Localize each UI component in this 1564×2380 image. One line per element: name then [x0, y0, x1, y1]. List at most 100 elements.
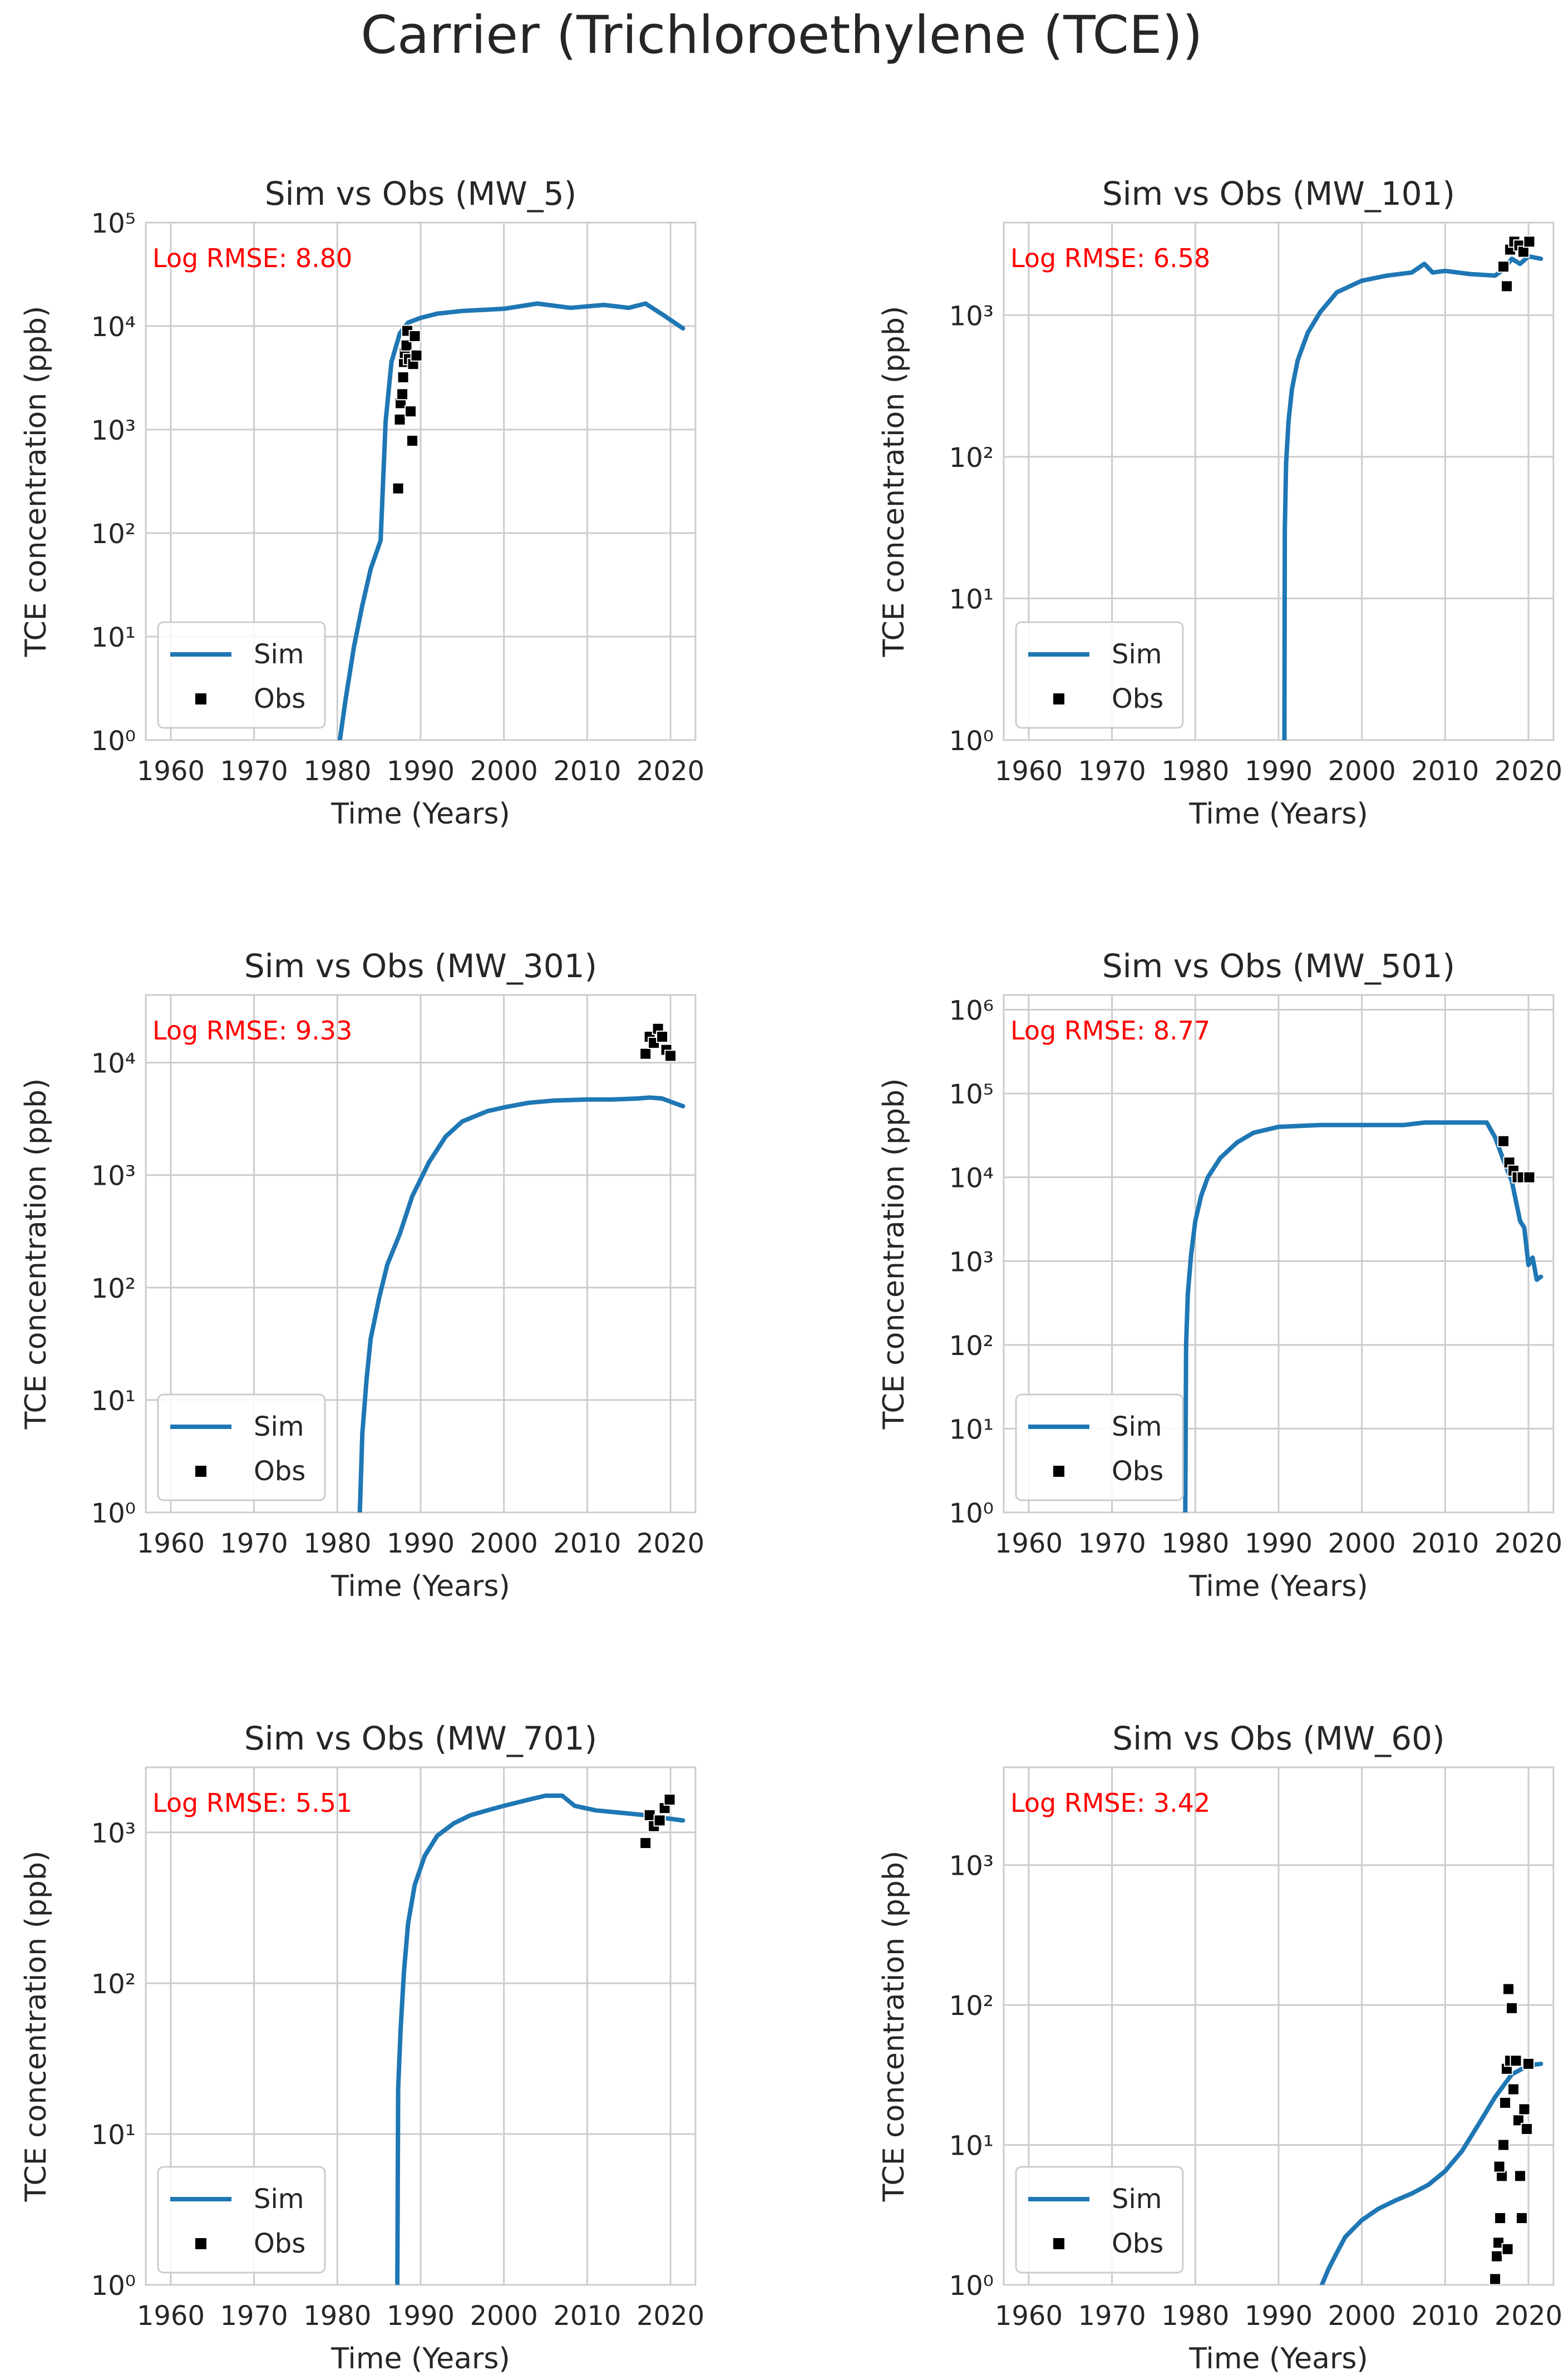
- x-tick-label: 2000: [470, 1528, 538, 1559]
- x-tick-label: 2020: [1494, 756, 1562, 787]
- y-axis-label: TCE concentration (ppb): [19, 1851, 53, 2202]
- x-tick-label: 1980: [1161, 2300, 1229, 2332]
- sim-line: [337, 301, 685, 740]
- plot-area: [1282, 235, 1543, 740]
- axes-frame: [1003, 994, 1555, 1514]
- y-tick-label: 10⁴: [91, 1048, 136, 1080]
- x-tick-label: 2000: [1328, 1528, 1396, 1559]
- y-tick-label: 10²: [949, 442, 994, 474]
- obs-point: [410, 349, 423, 362]
- obs-point: [1497, 2138, 1510, 2151]
- x-tick-label: 1990: [1245, 2300, 1313, 2332]
- x-tick-label: 1990: [387, 2300, 455, 2332]
- obs-point: [1491, 2250, 1503, 2263]
- sim-line: [1282, 254, 1543, 740]
- y-tick-label: 10⁵: [949, 1079, 994, 1110]
- x-tick-label: 1960: [137, 2300, 205, 2332]
- plot-area: [395, 1793, 685, 2285]
- rmse-annotation: Log RMSE: 8.80: [152, 243, 352, 273]
- rmse-annotation: Log RMSE: 9.33: [152, 1016, 352, 1046]
- axes-frame: [1003, 1766, 1555, 2286]
- obs-point: [1499, 2096, 1512, 2109]
- sim-line: [395, 1793, 685, 2285]
- obs-point: [1497, 260, 1510, 273]
- x-tick-label: 2010: [553, 756, 621, 787]
- x-tick-label: 2010: [553, 2300, 621, 2332]
- legend-obs-swatch: [195, 1466, 206, 1477]
- y-tick-label: 10³: [949, 300, 994, 332]
- legend-obs-label: Obs: [254, 683, 305, 715]
- legend-sim-label: Sim: [1112, 1411, 1162, 1442]
- x-tick-label: 2020: [637, 2300, 704, 2332]
- y-tick-label: 10⁰: [949, 726, 994, 757]
- x-tick-label: 2020: [637, 1528, 704, 1559]
- y-tick-label: 10⁵: [91, 208, 136, 239]
- x-tick-label: 2000: [1328, 756, 1396, 787]
- y-tick-label: 10⁶: [949, 996, 994, 1027]
- x-tick-label: 2020: [1494, 2300, 1562, 2332]
- chart-panel-6: 1960 1970 1980 1990 2000 2010 2020 10⁰ 10¹ 10² 10³…: [877, 1719, 1562, 2376]
- legend-obs-swatch: [195, 2238, 206, 2249]
- x-tick-label: 1980: [1161, 756, 1229, 787]
- legend-sim-label: Sim: [254, 2184, 304, 2215]
- y-tick-label: 10⁴: [91, 312, 136, 343]
- y-axis-label: TCE concentration (ppb): [19, 306, 53, 658]
- plot-area: [1183, 1120, 1543, 1512]
- y-axis-label: TCE concentration (ppb): [877, 1851, 911, 2202]
- obs-point: [404, 405, 417, 418]
- sim-line: [357, 1095, 685, 1512]
- obs-point: [663, 1793, 676, 1806]
- obs-point: [1501, 2243, 1514, 2255]
- y-tick-label: 10¹: [949, 2131, 994, 2162]
- legend: Sim Obs: [157, 2166, 326, 2274]
- obs-point: [1518, 2103, 1531, 2116]
- x-tick-label: 1990: [387, 1528, 455, 1559]
- x-tick-label: 1960: [995, 1528, 1063, 1559]
- legend-sim-label: Sim: [254, 1411, 304, 1442]
- y-tick-label: 10²: [91, 1273, 136, 1304]
- x-tick-label: 1990: [1245, 756, 1313, 787]
- legend-obs-label: Obs: [1112, 1456, 1163, 1487]
- legend-obs-label: Obs: [254, 1456, 305, 1487]
- plot-area: [357, 1022, 685, 1512]
- x-axis-label: Time (Years): [1188, 2342, 1368, 2376]
- obs-point: [1507, 2083, 1520, 2096]
- obs-point: [393, 413, 406, 426]
- y-tick-label: 10¹: [949, 584, 994, 615]
- obs-point: [1521, 2122, 1533, 2135]
- x-axis-label: Time (Years): [330, 797, 510, 831]
- obs-point: [408, 330, 421, 343]
- x-tick-label: 1960: [995, 756, 1063, 787]
- obs-point: [1494, 2212, 1507, 2225]
- chart-panel-5: 1960 1970 1980 1990 2000 2010 2020 10⁰ 10¹ 10² 10³…: [19, 1719, 704, 2376]
- axes-frame: [145, 994, 697, 1514]
- y-tick-label: 10¹: [91, 622, 136, 653]
- chart-panel-1: 1960 1970 1980 1990 2000 2010 2020 10⁰ 10¹ 10² 10³…: [19, 175, 704, 831]
- y-tick-label: 10³: [91, 1161, 136, 1192]
- y-tick-label: 10²: [949, 1331, 994, 1362]
- legend-sim-label: Sim: [254, 639, 304, 670]
- x-tick-label: 2010: [553, 1528, 621, 1559]
- x-tick-label: 1980: [303, 2300, 371, 2332]
- x-tick-label: 1990: [1245, 1528, 1313, 1559]
- x-tick-label: 1960: [995, 2300, 1063, 2332]
- y-tick-label: 10²: [91, 519, 136, 550]
- y-tick-label: 10⁰: [91, 726, 136, 757]
- axes-frame: [1003, 221, 1555, 741]
- y-axis-label: TCE concentration (ppb): [19, 1078, 53, 1430]
- rmse-annotation: Log RMSE: 3.42: [1010, 1788, 1210, 1818]
- legend-obs-swatch: [1053, 2238, 1064, 2249]
- y-tick-label: 10⁰: [91, 2270, 136, 2302]
- axes-frame: [145, 221, 697, 741]
- x-axis-label: Time (Years): [1188, 1570, 1368, 1603]
- obs-point: [1501, 280, 1513, 293]
- chart-panel-2: 1960 1970 1980 1990 2000 2010 2020 10⁰ 10¹ 10² 10³…: [877, 175, 1562, 831]
- obs-point: [396, 388, 409, 401]
- x-tick-label: 1970: [1078, 1528, 1146, 1559]
- y-tick-label: 10²: [949, 1990, 994, 2022]
- chart-title: Sim vs Obs (MW_5): [265, 175, 577, 213]
- x-tick-label: 1970: [220, 756, 288, 787]
- axes-frame: [145, 1766, 697, 2286]
- obs-point: [664, 1049, 677, 1062]
